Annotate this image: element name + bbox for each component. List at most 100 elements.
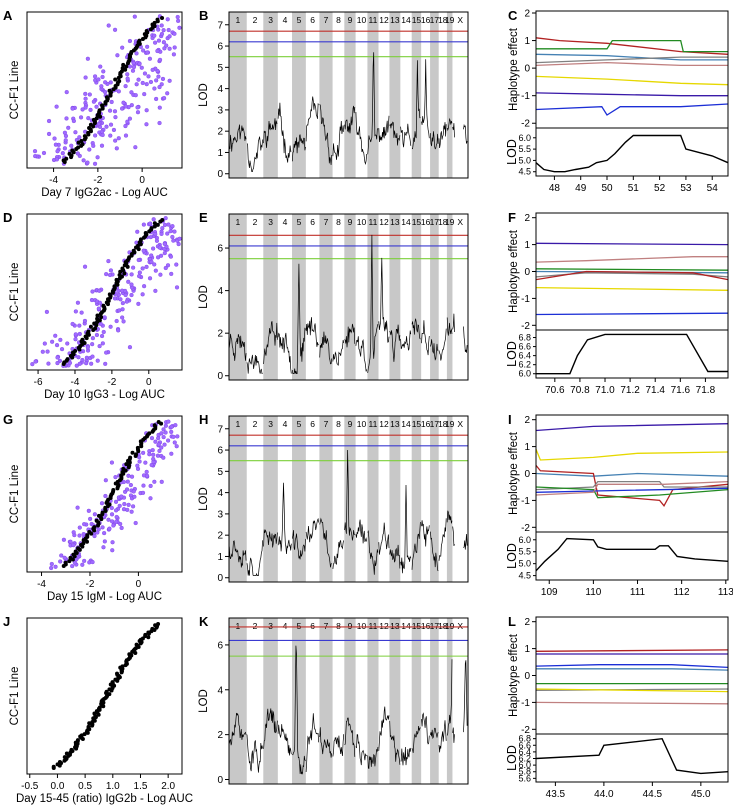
scatter-point-individual (135, 229, 140, 234)
lod-y-label: LOD (198, 285, 210, 309)
chromosome-label: 13 (390, 621, 400, 631)
scatter-point-line-mean (138, 237, 143, 242)
effects-x-tick-label: 49 (575, 183, 587, 194)
effects-frame (535, 212, 729, 379)
scatter-point-individual (104, 124, 109, 129)
scatter-point-individual (161, 40, 166, 45)
chromosome-label: 12 (379, 15, 389, 25)
scatter-point-individual (127, 116, 133, 121)
scatter-point-line-mean (65, 357, 70, 362)
chromosome-label: 17 (430, 15, 440, 25)
scatter-point-individual (101, 69, 106, 74)
haplotype-effect-line (535, 286, 729, 291)
scatter-point-individual (165, 91, 170, 96)
scatter-point-line-mean (94, 116, 99, 121)
haplotype-effect-line (535, 256, 728, 263)
scatter-point-individual (162, 96, 167, 101)
scatter-point-individual (63, 138, 68, 143)
haplotype-effect-lines (535, 649, 729, 705)
chromosome-label: 10 (357, 15, 367, 25)
scatter-point-individual (55, 355, 60, 360)
scatter-point-line-mean (97, 108, 102, 113)
chromosome-label: 10 (357, 217, 367, 227)
chromosome-label: 19 (445, 217, 455, 227)
chromosome-label: 8 (336, 621, 341, 631)
haplotype-effect-line (535, 486, 729, 499)
chromosome-band (344, 12, 356, 178)
scatter-point-individual (92, 533, 97, 539)
chromosome-label: 6 (310, 15, 315, 25)
scatter-point-individual (71, 118, 76, 124)
chromosome-label: X (457, 15, 463, 25)
chromosome-band (263, 416, 278, 582)
scatter-point-individual (176, 18, 181, 24)
scatter-point-line-mean (86, 329, 91, 334)
scatter-point-individual (144, 264, 149, 270)
lod-y-tick-label: 7 (217, 424, 223, 435)
scatter-point-individual (50, 339, 55, 344)
scatter-point-individual (129, 474, 135, 479)
scatter-point-individual (131, 60, 136, 66)
scatter-point-individual (124, 487, 130, 492)
chromosome-band (292, 12, 306, 178)
panel-letter: C (508, 8, 518, 23)
scatter-point-line-mean (152, 423, 157, 428)
scatter-point-line-mean (100, 510, 105, 515)
scatter-point-individual (106, 259, 111, 264)
chromosome-band (411, 12, 422, 178)
scatter-point-individual (95, 155, 100, 160)
scatter-point-individual (162, 250, 167, 256)
haplotype-effect-line (535, 242, 729, 246)
scatter-point-individual (159, 445, 164, 450)
scatter-point-individual (81, 532, 86, 537)
scatter-point-line-mean (125, 264, 130, 269)
scatter-point-individual (174, 444, 179, 449)
scatter-point-individual (142, 92, 147, 97)
scatter-point-individual (129, 103, 134, 108)
effects-x-tick-label: 53 (680, 183, 692, 194)
scatter-point-individual (145, 50, 150, 55)
lod-y-tick-label: 6 (217, 640, 223, 651)
chromosome-label: 4 (283, 15, 288, 25)
haplotype-effect-line (535, 480, 729, 496)
chromosome-band (411, 214, 422, 380)
scatter-point-individual (99, 143, 105, 148)
scatter-point-individual (94, 104, 99, 109)
scatter-point-individual (100, 132, 105, 138)
scatter-point-individual (160, 226, 165, 231)
scatter-point-individual (139, 65, 144, 70)
chromosome-band (389, 416, 401, 582)
scatter-point-individual (129, 90, 134, 95)
scatter-point-individual (136, 301, 141, 306)
chromosome-label: 7 (324, 15, 329, 25)
scatter-point-individual (46, 118, 52, 124)
scatter-point-line-mean (122, 271, 127, 276)
chromosome-label: 17 (430, 419, 440, 429)
scatter-point-individual (116, 288, 121, 294)
scatter-point-individual (88, 516, 93, 522)
scatter-point-line-mean (120, 664, 125, 669)
scatter-point-individual (93, 133, 98, 138)
scatter-point-individual (75, 151, 80, 156)
chromosome-band (430, 618, 439, 784)
chromosome-label: 16 (421, 419, 431, 429)
effect-y-tick-label: -2 (521, 321, 530, 332)
scatter-point-individual (128, 482, 133, 488)
lod-y-tick-label: 5 (217, 63, 223, 74)
chromosome-band (263, 12, 278, 178)
scatter-point-line-mean (119, 69, 124, 74)
scatter-point-individual (150, 448, 155, 453)
scatter-point-individual (102, 315, 107, 320)
haplotype-effect-line (535, 480, 728, 491)
scatter-point-individual (53, 564, 58, 569)
scatter-point-individual (126, 279, 131, 284)
scatter-point-line-mean (101, 303, 106, 308)
chromosome-label: 9 (348, 15, 353, 25)
scatter-point-individual (90, 342, 95, 347)
scatter-point-individual (101, 329, 106, 335)
chromosome-label: 13 (390, 419, 400, 429)
effects-x-tick-label: 71.0 (595, 385, 615, 396)
scatter-point-line-mean (87, 721, 92, 726)
chromosome-label: 3 (268, 15, 273, 25)
scatter-point-individual (73, 332, 78, 337)
